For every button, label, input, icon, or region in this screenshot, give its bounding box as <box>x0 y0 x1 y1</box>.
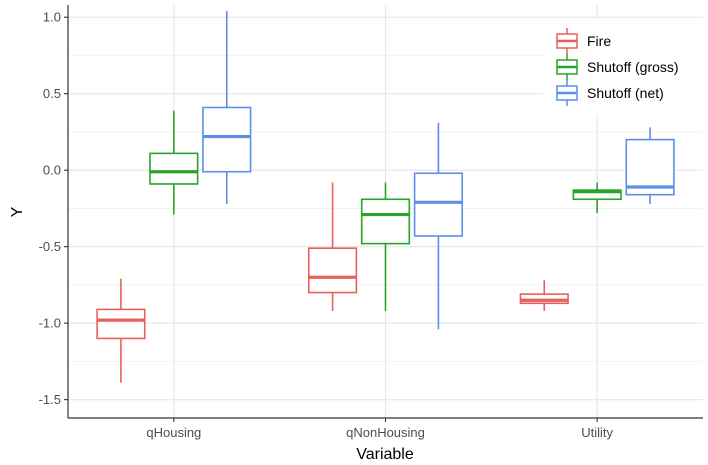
box-2-1 <box>413 122 464 330</box>
box-1-1 <box>360 182 411 311</box>
y-tick-label: 0.0 <box>43 163 61 178</box>
box-iqr <box>202 106 252 173</box>
legend-key <box>556 54 578 80</box>
box-iqr <box>360 198 411 245</box>
boxes <box>96 11 675 383</box>
x-ticks: qHousing qNonHousing Utility <box>146 418 614 440</box>
y-axis-title: Y <box>9 206 26 217</box>
y-ticks: 1.0 0.5 0.0 -0.5 -1.0 -1.5 <box>39 10 68 407</box>
box-0-0 <box>96 278 146 383</box>
legend-label: Shutoff (net) <box>587 85 664 101</box>
y-tick-label: 1.0 <box>43 10 61 25</box>
x-axis-title: Variable <box>356 446 414 463</box>
x-tick-label: Utility <box>581 425 613 440</box>
y-tick-label: 0.5 <box>43 86 61 101</box>
box-iqr <box>149 152 199 185</box>
box-iqr <box>307 247 358 294</box>
box-0-2 <box>519 280 569 311</box>
y-tick-label: -1.0 <box>39 316 61 331</box>
legend-label: Fire <box>587 33 611 49</box>
legend: Fire Shutoff (gross) Shutoff (net) <box>543 18 703 114</box>
box-2-2 <box>625 127 675 204</box>
y-tick-label: -1.5 <box>39 392 61 407</box>
legend-key <box>556 80 578 106</box>
box-iqr <box>413 172 464 237</box>
box-2-0 <box>202 11 252 204</box>
box-iqr <box>96 308 146 340</box>
x-tick-label: qHousing <box>146 425 201 440</box>
x-tick-label: qNonHousing <box>346 425 425 440</box>
legend-key <box>556 28 578 54</box>
box-1-2 <box>572 182 622 214</box>
box-1-0 <box>149 110 199 215</box>
y-tick-label: -0.5 <box>39 239 61 254</box>
box-0-1 <box>307 182 358 311</box>
legend-label: Shutoff (gross) <box>587 59 679 75</box>
